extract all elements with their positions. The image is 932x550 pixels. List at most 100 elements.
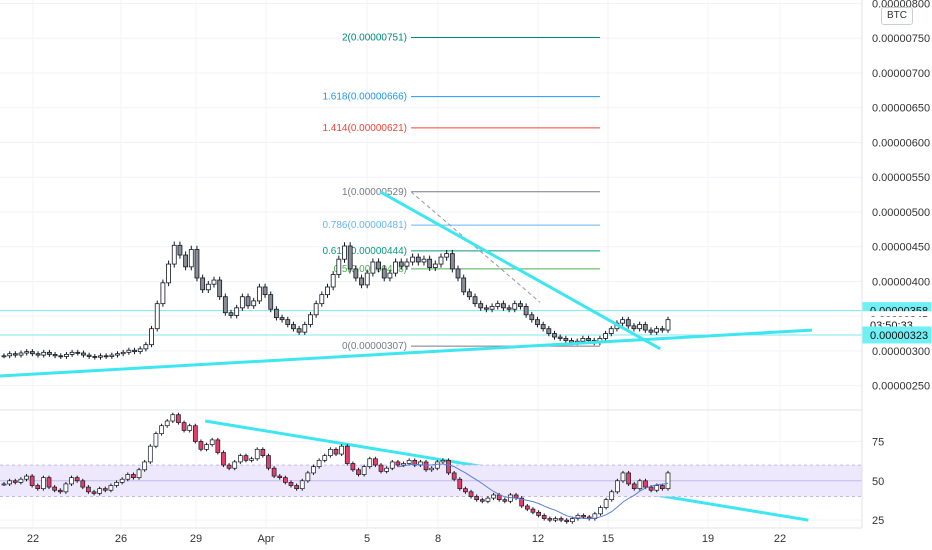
candle-up bbox=[489, 306, 495, 310]
rsi-bar-down bbox=[519, 497, 525, 507]
candle-down bbox=[285, 319, 291, 325]
candle-up bbox=[495, 303, 501, 307]
x-tick-label: 5 bbox=[364, 533, 370, 545]
rsi-bar-down bbox=[373, 458, 378, 466]
rsi-bar-down bbox=[474, 496, 480, 501]
candle-down bbox=[472, 296, 478, 305]
rsi-bar-down bbox=[451, 472, 457, 480]
y-tick-label: 0.00000250 bbox=[872, 381, 930, 393]
rsi-bar-up bbox=[69, 477, 74, 485]
candle-up bbox=[239, 296, 245, 309]
candle-up bbox=[336, 258, 342, 275]
fib-level-label: 0.618(0.00000444) bbox=[322, 246, 407, 257]
fib-level-label: 1(0.00000529) bbox=[342, 187, 407, 198]
rsi-bar-up bbox=[361, 466, 367, 475]
candle-up bbox=[137, 348, 143, 353]
x-tick-label: 29 bbox=[190, 533, 202, 545]
candle-up bbox=[637, 324, 643, 330]
candle-down bbox=[245, 296, 251, 307]
candle-down bbox=[427, 258, 433, 268]
rsi-bar-down bbox=[581, 515, 586, 518]
candle-up bbox=[18, 352, 24, 356]
candle-up bbox=[319, 294, 325, 305]
candle-down bbox=[461, 277, 467, 293]
rsi-bar-up bbox=[108, 485, 114, 491]
candle-down bbox=[535, 319, 540, 325]
candle-up bbox=[313, 303, 319, 316]
candle-down bbox=[506, 307, 512, 310]
rsi-bar-up bbox=[41, 477, 46, 490]
candle-up bbox=[364, 272, 370, 286]
candle-down bbox=[376, 261, 381, 270]
x-tick-label: 26 bbox=[115, 533, 127, 545]
candle-down bbox=[222, 296, 228, 314]
rsi-bar-up bbox=[339, 445, 344, 455]
candle-up bbox=[580, 338, 586, 342]
rsi-bar-up bbox=[311, 466, 316, 474]
rsi-bar-down bbox=[215, 439, 221, 453]
rsi-bar-down bbox=[91, 491, 97, 494]
candle-down bbox=[262, 286, 268, 296]
fib-level-label: 0.5(0.00000418) bbox=[334, 264, 407, 275]
candle-down bbox=[381, 268, 387, 279]
candle-down bbox=[296, 328, 302, 333]
rsi-bar-down bbox=[558, 518, 564, 521]
rsi-bar-down bbox=[131, 474, 136, 479]
candle-up bbox=[143, 344, 149, 350]
candle-up bbox=[109, 354, 115, 357]
rsi-bar-up bbox=[401, 463, 406, 466]
candle-down bbox=[398, 261, 404, 267]
candle-up bbox=[342, 245, 347, 260]
rsi-bar-up bbox=[553, 518, 558, 521]
candle-up bbox=[608, 328, 614, 334]
rsi-bar-up bbox=[299, 480, 305, 490]
candle-up bbox=[211, 279, 217, 285]
rsi-bar-up bbox=[125, 474, 131, 480]
rsi-bar-up bbox=[491, 494, 496, 499]
rsi-bar-down bbox=[378, 464, 384, 472]
rsi-bar-up bbox=[569, 518, 575, 523]
rsi-bar-up bbox=[389, 461, 395, 469]
rsi-bar-down bbox=[547, 518, 553, 521]
candle-down bbox=[268, 294, 274, 310]
fib-level-label: 0.786(0.00000481) bbox=[322, 220, 407, 231]
candle-down bbox=[12, 353, 18, 356]
fibonacci-extension: 2(0.00000751) 1.618(0.00000666) 1.414(0.00… bbox=[322, 33, 600, 352]
candle-up bbox=[24, 351, 30, 354]
rsi-bar-up bbox=[598, 507, 603, 515]
candle-down bbox=[501, 303, 506, 309]
y-tick-label: 0.00000750 bbox=[872, 33, 930, 45]
rsi-bar-down bbox=[271, 467, 277, 477]
rsi-bar-down bbox=[176, 414, 181, 423]
rsi-bar-down bbox=[294, 485, 299, 490]
candle-up bbox=[330, 274, 336, 288]
x-tick-label: 22 bbox=[774, 533, 786, 545]
rsi-bar-up bbox=[170, 414, 176, 422]
rsi-bar-up bbox=[97, 488, 103, 494]
rsi-bar-down bbox=[457, 478, 463, 490]
rsi-bar-down bbox=[192, 425, 198, 442]
candle-up bbox=[234, 307, 240, 316]
candle-up bbox=[325, 286, 330, 296]
rsi-bar-down bbox=[626, 472, 631, 485]
rsi-bar-down bbox=[46, 477, 52, 488]
currency-badge[interactable]: BTC bbox=[881, 7, 913, 25]
candle-up bbox=[308, 314, 313, 325]
rsi-bar-up bbox=[164, 420, 170, 427]
candle-down bbox=[659, 328, 665, 331]
rsi-bar-up bbox=[665, 472, 671, 490]
rsi-bar-up bbox=[367, 458, 373, 467]
y-tick-label: 0.00000600 bbox=[872, 137, 930, 149]
candle-down bbox=[529, 314, 535, 321]
candle-down bbox=[359, 277, 364, 286]
rsi-bar-down bbox=[502, 499, 508, 502]
candle-down bbox=[58, 355, 64, 358]
candle-down bbox=[274, 308, 279, 318]
rsi-bar-down bbox=[283, 477, 288, 483]
candle-up bbox=[154, 303, 160, 330]
candle-down bbox=[291, 324, 296, 330]
rsi-bar-up bbox=[204, 444, 209, 450]
candle-up bbox=[654, 328, 660, 333]
rsi-bar-up bbox=[654, 485, 660, 491]
